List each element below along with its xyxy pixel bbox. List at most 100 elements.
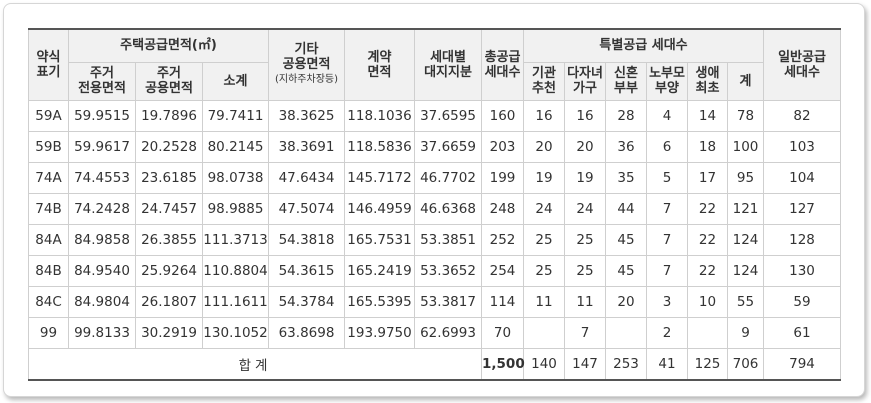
cell-general-supply: 104 xyxy=(763,161,842,194)
cell-elderly-parent: 5 xyxy=(646,161,689,194)
cell-type: 74A xyxy=(28,161,69,194)
cell-land-share: 37.6595 xyxy=(414,99,483,132)
cell-shared: 19.7896 xyxy=(135,99,203,132)
cell-special-total: 124 xyxy=(727,223,765,256)
cell-multi-child: 25 xyxy=(564,254,607,287)
cell-type: 84A xyxy=(28,223,69,256)
cell-subtotal: 98.9885 xyxy=(201,192,270,225)
cell-contract-area: 165.7531 xyxy=(344,223,416,256)
header-exclusive: 주거 전용면적 xyxy=(68,61,136,101)
cell-subtotal: 130.1052 xyxy=(201,316,270,349)
header-land-share: 세대별 대지지분 xyxy=(414,28,483,101)
header-contract-area: 계약 면적 xyxy=(344,28,416,101)
cell-shared: 24.7457 xyxy=(135,192,203,225)
table-row: 74A 74.4553 23.6185 98.0738 47.6434 145.… xyxy=(28,161,842,194)
cell-total-supply: 114 xyxy=(481,285,525,318)
cell-total-supply: 199 xyxy=(481,161,525,194)
cell-other-shared: 54.3615 xyxy=(268,254,346,287)
cell-type: 59A xyxy=(28,99,69,132)
header-subtotal: 소계 xyxy=(201,61,270,101)
table-row: 74B 74.2428 24.7457 98.9885 47.5074 146.… xyxy=(28,192,842,225)
cell-land-share: 53.3817 xyxy=(414,285,483,318)
cell-total-supply: 160 xyxy=(481,99,525,132)
total-supply: 1,500 xyxy=(481,347,525,381)
cell-other-shared: 47.6434 xyxy=(268,161,346,194)
cell-newlywed: 36 xyxy=(605,130,648,163)
total-newlywed: 253 xyxy=(605,347,648,381)
header-first-life: 생애 최초 xyxy=(687,61,729,101)
cell-first-life: 22 xyxy=(687,192,729,225)
cell-elderly-parent: 2 xyxy=(646,316,689,349)
cell-newlywed: 45 xyxy=(605,254,648,287)
total-special: 706 xyxy=(727,347,765,381)
cell-general-supply: 127 xyxy=(763,192,842,225)
cell-special-total: 55 xyxy=(727,285,765,318)
cell-institution: 20 xyxy=(523,130,566,163)
header-area-group: 주택공급면적(㎡) xyxy=(67,28,270,63)
table-row: 99 99.8133 30.2919 130.1052 63.8698 193.… xyxy=(28,316,842,349)
cell-exclusive: 59.9515 xyxy=(68,99,136,132)
cell-elderly-parent: 7 xyxy=(646,223,689,256)
total-row: 합계 1,500 140 147 253 41 125 706 794 xyxy=(27,347,842,381)
cell-special-total: 121 xyxy=(727,192,765,225)
cell-other-shared: 38.3691 xyxy=(268,130,346,163)
header-general-supply-text: 일반공급 세대수 xyxy=(778,49,826,80)
table-header: 약식 표기 주택공급면적(㎡) 기타 공용면적 (지하주차장등) 계약 면적 세… xyxy=(28,28,842,101)
header-contract-area-text: 계약 면적 xyxy=(367,49,392,80)
cell-special-total: 100 xyxy=(727,130,765,163)
cell-exclusive: 74.2428 xyxy=(68,192,136,225)
table-row: 84B 84.9540 25.9264 110.8804 54.3615 165… xyxy=(28,254,842,287)
cell-exclusive: 99.8133 xyxy=(68,316,136,349)
cell-first-life: 14 xyxy=(687,99,729,132)
cell-first-life xyxy=(687,316,729,349)
cell-first-life: 17 xyxy=(687,161,729,194)
cell-subtotal: 110.8804 xyxy=(201,254,270,287)
cell-land-share: 46.6368 xyxy=(414,192,483,225)
cell-institution xyxy=(523,316,566,349)
table-row: 59A 59.9515 19.7896 79.7411 38.3625 118.… xyxy=(28,99,842,132)
cell-first-life: 10 xyxy=(687,285,729,318)
cell-elderly-parent: 7 xyxy=(646,254,689,287)
cell-subtotal: 111.1611 xyxy=(201,285,270,318)
cell-special-total: 78 xyxy=(727,99,765,132)
header-newlywed: 신혼 부부 xyxy=(605,61,648,101)
cell-newlywed: 35 xyxy=(605,161,648,194)
header-other-shared-note: (지하주차장등) xyxy=(275,74,339,86)
cell-first-life: 22 xyxy=(687,254,729,287)
cell-general-supply: 82 xyxy=(763,99,842,132)
cell-total-supply: 248 xyxy=(481,192,525,225)
cell-shared: 25.9264 xyxy=(135,254,203,287)
cell-contract-area: 118.5836 xyxy=(344,130,416,163)
cell-newlywed: 28 xyxy=(605,99,648,132)
cell-special-total: 95 xyxy=(727,161,765,194)
cell-other-shared: 54.3784 xyxy=(268,285,346,318)
cell-newlywed: 44 xyxy=(605,192,648,225)
total-label: 합계 xyxy=(27,347,483,381)
cell-first-life: 22 xyxy=(687,223,729,256)
cell-land-share: 53.3851 xyxy=(414,223,483,256)
cell-other-shared: 54.3818 xyxy=(268,223,346,256)
cell-exclusive: 84.9540 xyxy=(68,254,136,287)
cell-subtotal: 98.0738 xyxy=(201,161,270,194)
cell-special-total: 9 xyxy=(727,316,765,349)
cell-multi-child: 16 xyxy=(564,99,607,132)
cell-multi-child: 11 xyxy=(564,285,607,318)
cell-newlywed xyxy=(605,316,648,349)
cell-subtotal: 79.7411 xyxy=(201,99,270,132)
total-elderly-parent: 41 xyxy=(646,347,689,381)
cell-shared: 30.2919 xyxy=(135,316,203,349)
cell-other-shared: 47.5074 xyxy=(268,192,346,225)
header-shared: 주거 공용면적 xyxy=(135,61,203,101)
cell-first-life: 18 xyxy=(687,130,729,163)
total-first-life: 125 xyxy=(687,347,729,381)
total-institution: 140 xyxy=(523,347,566,381)
header-multi-child: 다자녀 가구 xyxy=(564,61,607,101)
cell-contract-area: 165.2419 xyxy=(344,254,416,287)
cell-contract-area: 118.1036 xyxy=(344,99,416,132)
total-general-supply: 794 xyxy=(763,347,842,381)
cell-institution: 25 xyxy=(523,254,566,287)
cell-institution: 16 xyxy=(523,99,566,132)
cell-type: 99 xyxy=(28,316,69,349)
cell-land-share: 37.6659 xyxy=(414,130,483,163)
cell-contract-area: 145.7172 xyxy=(344,161,416,194)
